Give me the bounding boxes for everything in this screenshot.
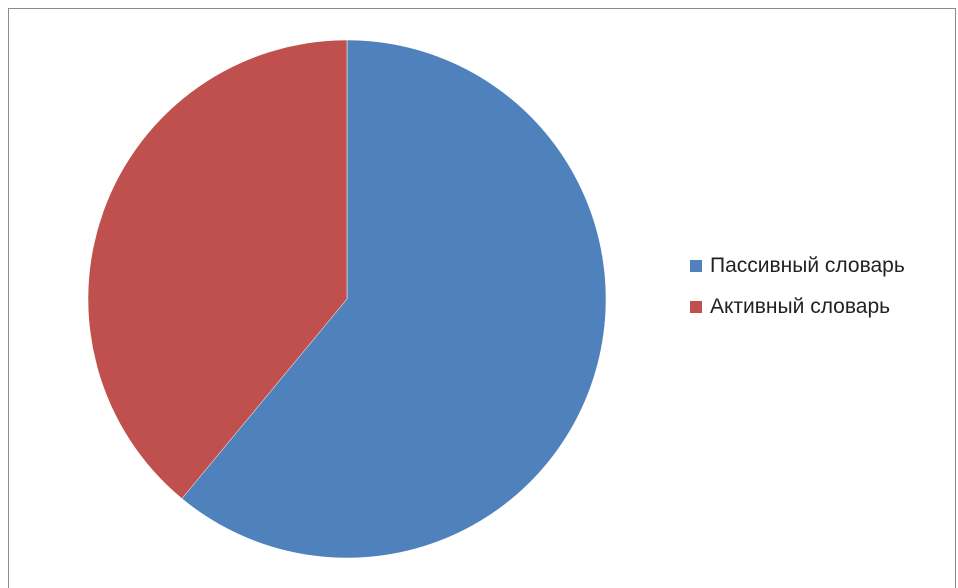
legend-swatch (690, 260, 702, 272)
pie-slice-passive (181, 39, 607, 559)
pie-slice-active (87, 39, 348, 499)
legend-item-active: Активный словарь (690, 295, 905, 319)
legend-label: Пассивный словарь (710, 254, 905, 277)
pie-slices (87, 39, 607, 559)
chart-legend: Пассивный словарь Активный словарь (690, 254, 905, 336)
legend-swatch (690, 301, 702, 313)
legend-item-passive: Пассивный словарь (690, 254, 905, 278)
legend-label: Активный словарь (710, 295, 891, 318)
